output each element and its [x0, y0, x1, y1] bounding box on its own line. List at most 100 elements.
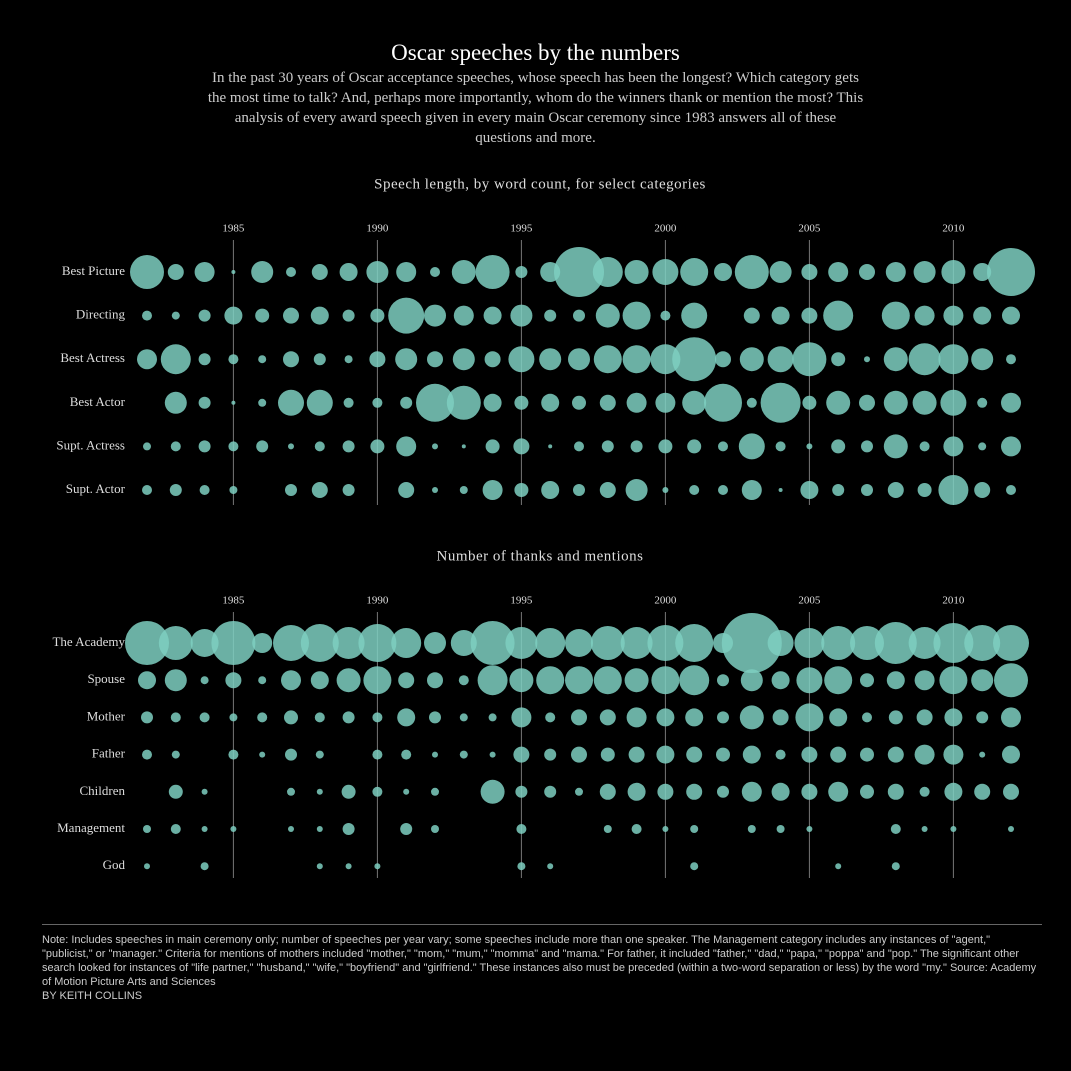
bubble — [717, 711, 729, 724]
bubble — [285, 484, 297, 496]
bubble — [600, 747, 615, 762]
bubble — [370, 439, 385, 454]
bubble — [336, 668, 361, 693]
bubble — [943, 744, 964, 765]
bubble — [480, 779, 505, 804]
bubble — [747, 825, 756, 833]
bubble — [887, 482, 904, 498]
bubble — [453, 305, 474, 326]
bubble — [778, 488, 783, 492]
chart-title: Number of thanks and mentions — [437, 548, 644, 564]
bubble — [256, 440, 269, 453]
bubble — [767, 346, 794, 373]
bubble — [225, 672, 242, 689]
bubble — [332, 627, 365, 659]
bubble — [714, 263, 732, 281]
bubble — [626, 392, 647, 413]
bubble — [829, 708, 848, 727]
bubble — [432, 487, 438, 493]
bubble — [631, 824, 642, 834]
chart-title: Speech length, by word count, for select… — [374, 176, 706, 192]
bubble — [592, 257, 623, 287]
bubble — [599, 482, 616, 498]
bubble — [372, 397, 383, 408]
bubble — [971, 348, 994, 371]
bubble — [509, 668, 534, 693]
bubble — [652, 259, 679, 285]
bubble — [771, 306, 790, 325]
bubble — [741, 781, 762, 802]
bubble — [258, 676, 267, 685]
bubble — [806, 826, 813, 832]
bubble — [142, 749, 152, 760]
bubble — [716, 747, 730, 762]
bubble — [397, 708, 416, 727]
bubble — [450, 630, 477, 656]
bubble — [917, 483, 932, 497]
bubble — [565, 666, 593, 695]
bubble — [541, 393, 560, 412]
bubble — [201, 826, 208, 832]
bubble — [315, 750, 324, 759]
bubble — [514, 395, 529, 410]
bubble — [284, 710, 298, 725]
bubble — [573, 309, 585, 322]
bubble — [1002, 745, 1020, 764]
bubble — [624, 668, 649, 693]
bubble — [734, 255, 769, 289]
bubble — [740, 669, 763, 692]
bubble — [396, 262, 417, 282]
bubble — [850, 626, 884, 660]
bubble — [824, 666, 853, 695]
bubble — [681, 302, 708, 329]
x-tick-label: 1995 — [510, 223, 533, 235]
bubble — [342, 309, 355, 322]
bubble — [170, 441, 181, 452]
bubble — [403, 788, 410, 795]
bubble — [170, 712, 181, 723]
bubble — [662, 826, 669, 832]
bubble — [571, 746, 587, 763]
bubble — [508, 346, 535, 373]
bubble — [590, 626, 625, 660]
bubble — [771, 782, 790, 801]
bubble — [938, 344, 969, 375]
x-tick-label: 1995 — [510, 595, 533, 607]
bubble — [228, 749, 239, 760]
bubble — [599, 783, 616, 800]
bubble — [916, 709, 933, 726]
bubble — [251, 261, 274, 283]
bubble — [285, 748, 297, 761]
bubble — [288, 826, 294, 832]
x-tick-label: 2010 — [942, 595, 965, 607]
bubble — [505, 627, 538, 659]
row-label: Children — [80, 783, 126, 798]
bubble — [430, 267, 440, 277]
bubble — [228, 354, 239, 365]
bubble — [345, 863, 352, 870]
bubble — [620, 627, 653, 659]
bubble — [976, 711, 989, 724]
bubble — [470, 621, 515, 665]
bubble — [571, 709, 587, 726]
bubble — [769, 261, 792, 283]
bubble — [374, 863, 381, 870]
bubble — [358, 624, 397, 662]
bubble — [452, 348, 475, 371]
bubble — [344, 355, 353, 364]
bubble — [164, 391, 187, 414]
bubble — [306, 389, 333, 416]
bubble — [830, 746, 847, 763]
bubble — [939, 666, 968, 695]
bubble — [821, 626, 856, 660]
bubble — [977, 397, 988, 408]
bubble — [372, 786, 383, 797]
bubble — [573, 484, 585, 496]
bubble — [775, 441, 786, 452]
bubble — [601, 440, 614, 453]
bubble — [987, 248, 1035, 296]
x-tick-label: 2005 — [798, 223, 821, 235]
bubble — [424, 632, 446, 654]
bubble — [746, 397, 757, 408]
bubble — [687, 439, 702, 454]
